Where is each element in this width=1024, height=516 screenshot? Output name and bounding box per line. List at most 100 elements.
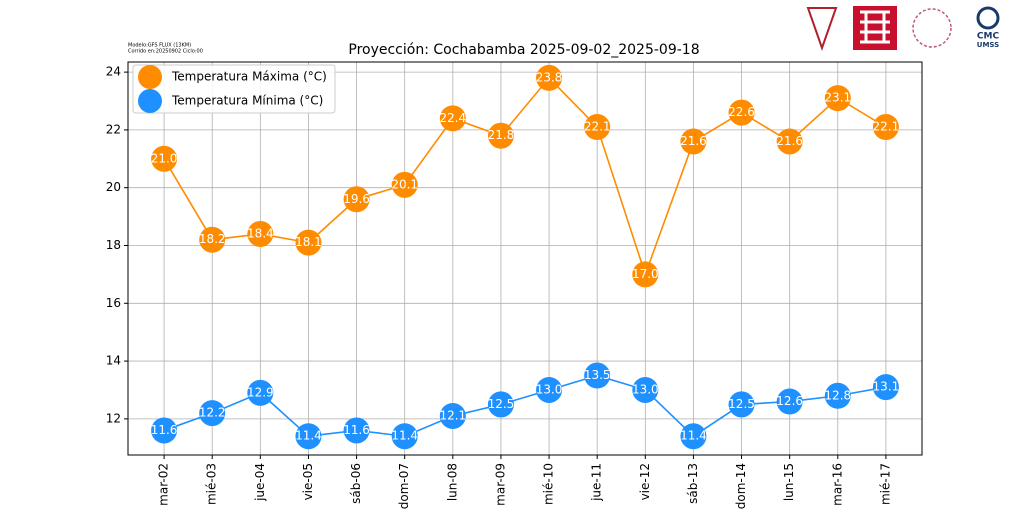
value-label: 18.4 (247, 226, 274, 240)
y-tick-label: 18 (106, 238, 121, 252)
value-label: 12.6 (776, 394, 803, 408)
x-tick-label: mar-16 (830, 463, 844, 506)
marker (247, 379, 274, 406)
marker (487, 122, 514, 149)
x-tick-label: lun-15 (782, 463, 796, 501)
logo-atom (912, 8, 952, 48)
marker (536, 376, 563, 403)
x-tick-label: mar-09 (493, 463, 507, 506)
marker (632, 376, 659, 403)
marker (776, 128, 803, 155)
x-tick-label: mar-02 (157, 463, 171, 506)
value-label: 22.1 (584, 120, 611, 134)
marker (439, 402, 466, 429)
value-label: 22.4 (439, 111, 466, 125)
marker (199, 400, 226, 427)
marker (680, 423, 707, 450)
logo-text: UMSS (977, 41, 999, 49)
y-tick-label: 24 (106, 65, 121, 79)
value-label: 11.6 (151, 423, 178, 437)
x-tick-label: sáb-06 (349, 463, 363, 504)
logo-red-pattern (860, 10, 890, 44)
marker (824, 85, 851, 112)
value-label: 12.9 (247, 385, 274, 399)
logos: CMC UMSS (806, 6, 1000, 52)
legend-label: Temperatura Máxima (°C) (171, 70, 327, 84)
value-label: 23.8 (536, 70, 563, 84)
x-tick-label: sáb-13 (686, 463, 700, 504)
plot: 21.0 18.2 18.4 18.1 19.6 20.1 22.4 21.8 23.8 22.1… (151, 64, 900, 450)
x-tick-label: jue-11 (590, 463, 604, 502)
marker (728, 391, 755, 418)
y-tick-label: 16 (106, 296, 121, 310)
value-label: 21.0 (151, 151, 178, 165)
logo-cmc (976, 6, 1000, 30)
legend: Temperatura Máxima (°C) Temperatura Mínim… (132, 64, 336, 114)
grid: 12 14 16 18 20 22 24 mar-02 mié-03 jue-04 vie-05 sá… (106, 62, 922, 509)
marker (151, 417, 178, 444)
marker (199, 226, 226, 253)
marker (680, 128, 707, 155)
x-tick-label: vie-12 (638, 463, 652, 500)
marker (391, 171, 418, 198)
run-note: Corrido en:20250902 Ciclo:00 (128, 49, 203, 55)
chart-title: Proyección: Cochabamba 2025-09-02_2025-0… (348, 42, 699, 58)
marker (776, 388, 803, 415)
value-label: 21.6 (680, 134, 707, 148)
x-tick-label: dom-14 (734, 463, 748, 509)
y-tick-label: 20 (106, 180, 121, 194)
series-line (163, 374, 887, 438)
marker (584, 362, 611, 389)
plot-frame (127, 61, 923, 456)
x-tick-label: mié-03 (205, 463, 219, 505)
value-label: 23.1 (824, 91, 851, 105)
marker (295, 423, 322, 450)
value-label: 17.0 (632, 267, 659, 281)
value-label: 12.1 (439, 408, 466, 422)
value-label: 12.2 (199, 406, 226, 420)
value-label: 21.8 (488, 128, 515, 142)
value-label: 12.5 (728, 397, 755, 411)
value-label: 22.1 (873, 120, 900, 134)
value-label: 18.2 (199, 232, 226, 246)
logo-shield (806, 7, 838, 52)
marker (391, 423, 418, 450)
y-tick-label: 14 (106, 354, 121, 368)
marker (536, 64, 563, 91)
logo-text: CMC (977, 32, 1000, 42)
x-tick-label: dom-07 (397, 463, 411, 509)
value-label: 13.1 (873, 380, 900, 394)
y-tick-label: 22 (106, 122, 121, 136)
legend-marker (138, 65, 162, 89)
x-tick-label: mié-10 (542, 463, 556, 505)
value-label: 12.5 (488, 397, 515, 411)
marker (632, 261, 659, 288)
value-label: 11.4 (295, 429, 322, 443)
y-tick-label: 12 (106, 411, 121, 425)
value-label: 20.1 (391, 177, 418, 191)
marker (439, 105, 466, 132)
value-label: 11.4 (391, 429, 418, 443)
marker (247, 220, 274, 247)
series-line (163, 76, 887, 277)
value-label: 11.6 (343, 423, 370, 437)
legend-box (132, 64, 336, 114)
x-tick-label: mié-17 (878, 463, 892, 505)
x-tick-label: jue-04 (253, 463, 267, 502)
marker (343, 186, 370, 213)
value-label: 13.0 (632, 382, 659, 396)
marker (151, 145, 178, 172)
value-label: 11.4 (680, 429, 707, 443)
value-label: 12.8 (824, 388, 851, 402)
x-tick-label: lun-08 (445, 463, 459, 501)
value-label: 21.6 (776, 134, 803, 148)
marker (872, 374, 899, 401)
value-label: 13.5 (584, 368, 611, 382)
model-note: Modelo:GFS FLUX (13KM) (128, 43, 191, 49)
marker (295, 229, 322, 256)
marker (343, 417, 370, 444)
value-label: 22.6 (728, 105, 755, 119)
legend-marker (138, 89, 162, 113)
marker (584, 114, 611, 141)
